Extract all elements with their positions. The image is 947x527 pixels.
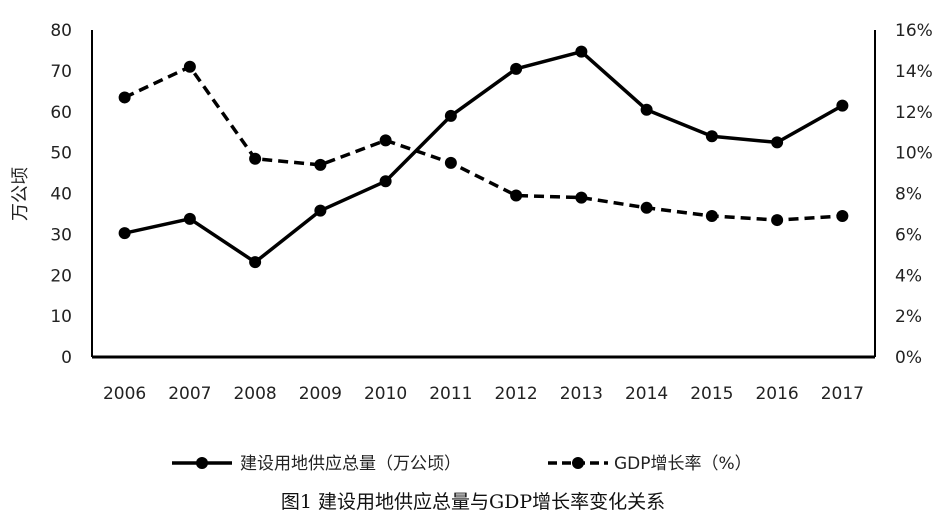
y-tick-label-left: 60 <box>50 103 72 123</box>
x-tick-label: 2011 <box>429 384 472 404</box>
x-tick-label: 2009 <box>299 384 342 404</box>
y-tick-label-right: 8% <box>895 185 922 205</box>
series-2-point <box>314 158 327 171</box>
y-tick-label-left: 10 <box>50 307 72 327</box>
series-1-point <box>510 62 523 75</box>
x-tick-label: 2012 <box>494 384 537 404</box>
y-tick-label-right: 4% <box>895 266 922 286</box>
y-tick-label-left: 20 <box>50 266 72 286</box>
x-tick-label: 2008 <box>233 384 276 404</box>
figure-caption: 图1 建设用地供应总量与GDP增长率变化关系 <box>281 491 665 513</box>
series-2-point <box>510 189 523 202</box>
x-tick-label: 2006 <box>103 384 146 404</box>
series-2-point <box>379 134 392 147</box>
series-2-point <box>183 60 196 73</box>
legend-label-2: GDP增长率（%） <box>614 454 752 474</box>
x-tick-label: 2010 <box>364 384 407 404</box>
series-2-point <box>249 152 262 165</box>
y-axis-label: 万公顷 <box>10 167 31 221</box>
x-tick-label: 2014 <box>625 384 668 404</box>
y-tick-label-right: 12% <box>895 103 933 123</box>
series-1-point <box>379 175 392 188</box>
series-2-point <box>836 209 849 222</box>
x-tick-label: 2016 <box>755 384 798 404</box>
y-tick-label-right: 10% <box>895 144 933 164</box>
series-2-point <box>771 214 784 227</box>
legend-marker-1 <box>196 457 208 469</box>
series-1-point <box>640 103 653 116</box>
y-tick-label-right: 2% <box>895 307 922 327</box>
y-tick-label-right: 0% <box>895 348 922 368</box>
y-tick-label-right: 16% <box>895 21 933 41</box>
series-1-point <box>705 130 718 143</box>
series-1-point <box>444 109 457 122</box>
legend-marker-2 <box>572 457 584 469</box>
x-tick-label: 2013 <box>560 384 603 404</box>
x-tick-label: 2015 <box>690 384 733 404</box>
y-tick-label-left: 70 <box>50 62 72 82</box>
x-tick-label: 2017 <box>821 384 864 404</box>
series-1-point <box>249 256 262 269</box>
series-1-point <box>836 99 849 112</box>
y-tick-label-left: 0 <box>61 348 72 368</box>
series-1-point <box>183 212 196 225</box>
series-2-point <box>575 191 588 204</box>
y-tick-label-left: 40 <box>50 185 72 205</box>
series-line-1 <box>124 49 844 264</box>
y-tick-label-left: 50 <box>50 144 72 164</box>
legend-label-1: 建设用地供应总量（万公顷） <box>240 454 461 474</box>
series-1-point <box>118 227 131 240</box>
series-1-point <box>314 204 327 217</box>
series-2-point <box>444 156 457 169</box>
x-tick-label: 2007 <box>168 384 211 404</box>
series-2-point <box>118 91 131 104</box>
y-tick-label-right: 6% <box>895 225 922 245</box>
series-2-point <box>705 209 718 222</box>
series-2-point <box>640 201 653 214</box>
series-line-2 <box>123 65 843 222</box>
y-tick-label-left: 80 <box>50 21 72 41</box>
y-tick-label-left: 30 <box>50 225 72 245</box>
series-1-point <box>771 136 784 149</box>
y-tick-label-right: 14% <box>895 62 933 82</box>
series-1-point <box>575 45 588 58</box>
